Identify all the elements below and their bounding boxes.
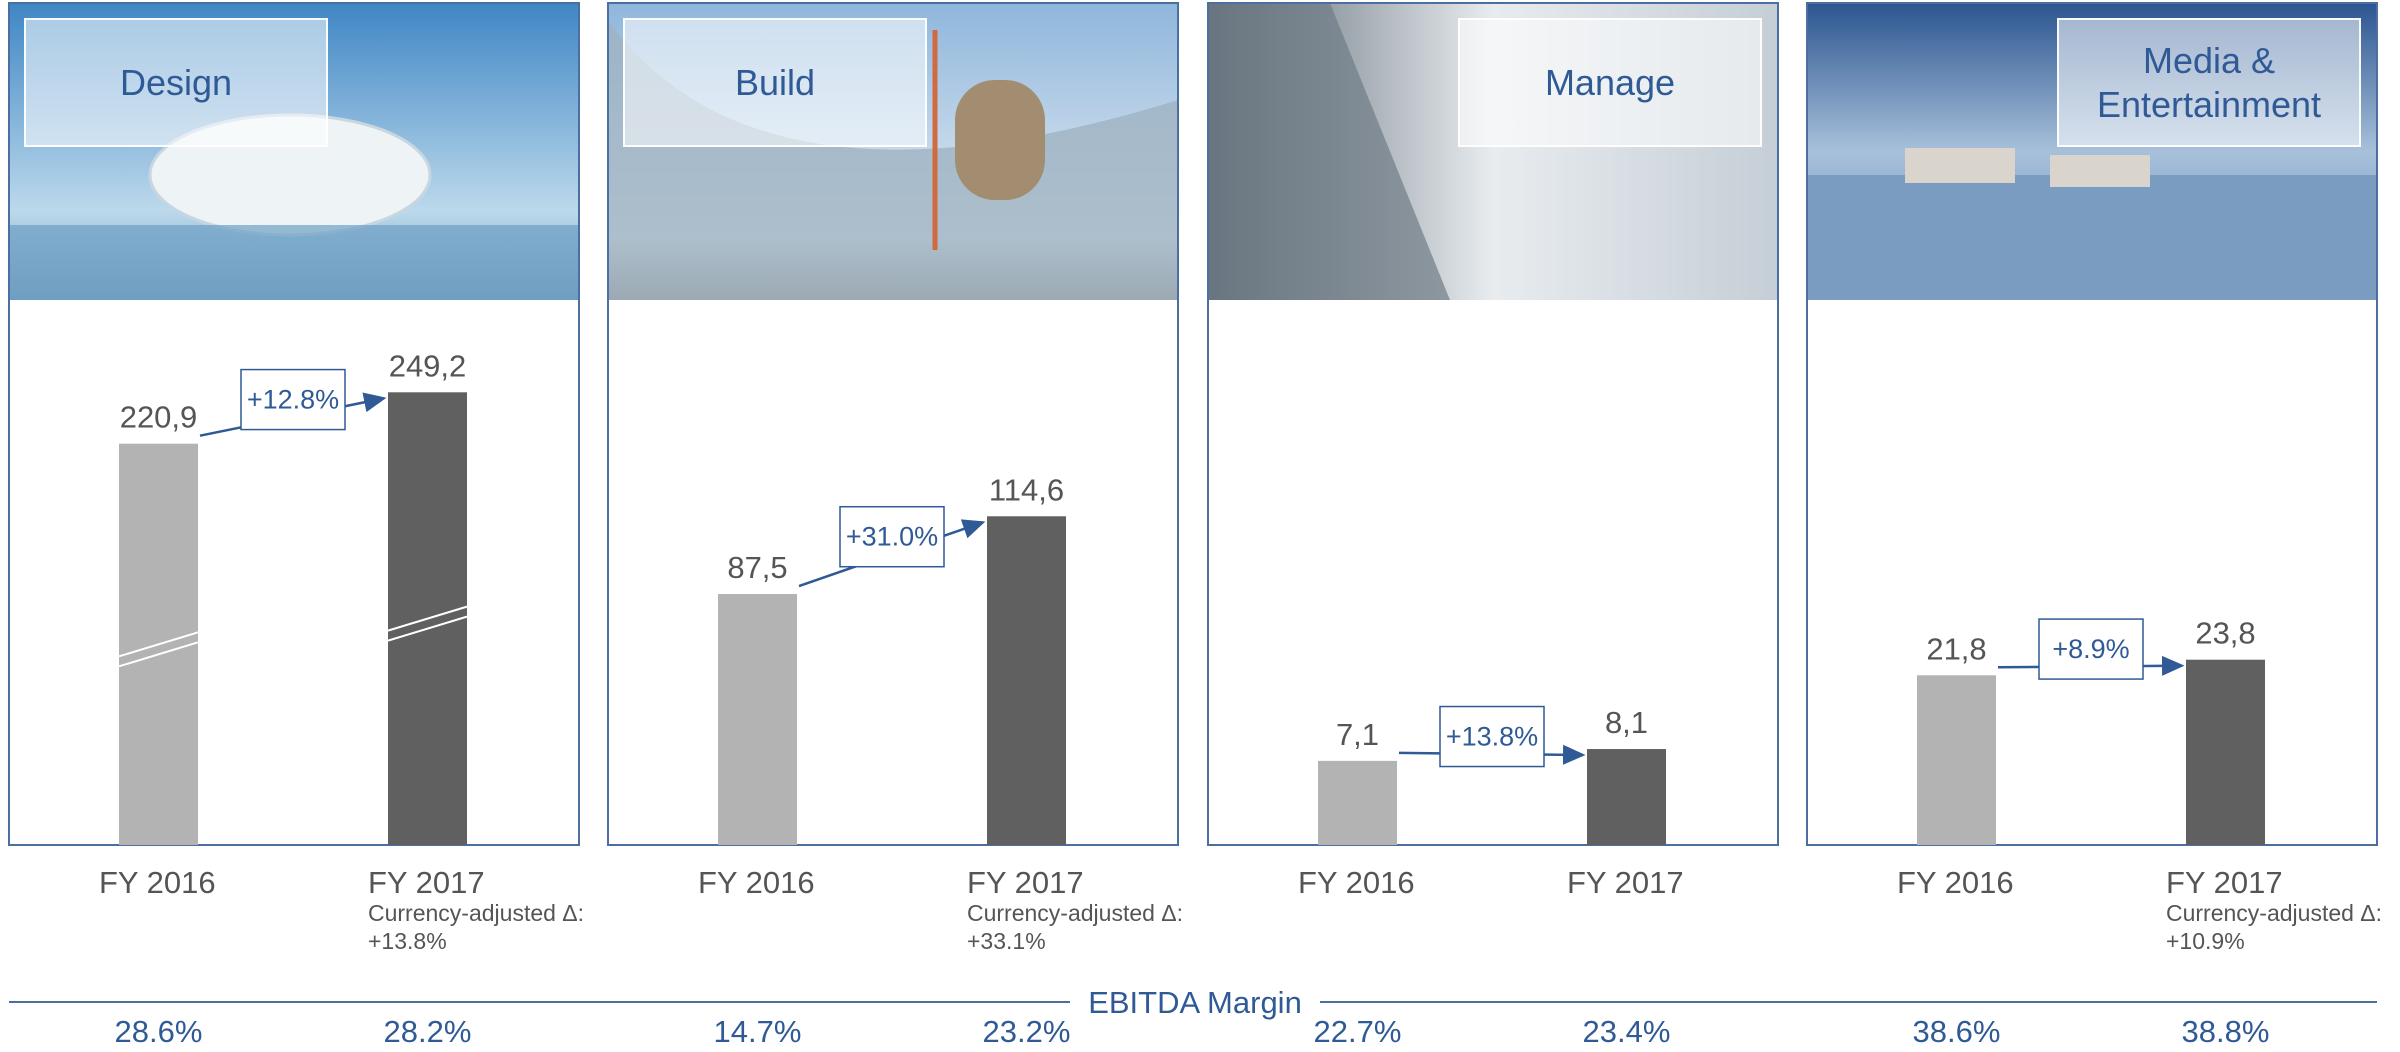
bar [1318, 761, 1397, 845]
value-label: 249,2 [389, 348, 467, 383]
ebitda-margin: 38.6% [1913, 1014, 2001, 1049]
ebitda-margin: 28.6% [115, 1014, 203, 1049]
value-label: 21,8 [1926, 631, 1986, 666]
ebitda-margin: 23.4% [1583, 1014, 1671, 1049]
photo-house [1905, 148, 2015, 183]
photo-water [1807, 175, 2377, 300]
bar [2186, 660, 2265, 845]
note: Currency-adjusted Δ: [368, 900, 584, 926]
margin-title: EBITDA Margin [1088, 985, 1302, 1020]
growth-label: +8.9% [2052, 634, 2129, 664]
category-label: FY 2017 [1567, 865, 1684, 900]
note: Currency-adjusted Δ: [967, 900, 1183, 926]
bar [1587, 749, 1666, 845]
category-label: FY 2017 [2166, 865, 2283, 900]
growth-label: +31.0% [846, 522, 938, 552]
bar [987, 516, 1066, 845]
photo-water [9, 225, 579, 300]
category-label: FY 2016 [99, 865, 216, 900]
panel-title: Media & Entertainment [2057, 18, 2361, 147]
photo-tower [955, 80, 1045, 200]
chart: 220,9 FY 2016 28.6% 249,2 FY 2017 28.2% Curren… [0, 0, 2400, 1052]
photos [9, 3, 2377, 300]
category-label: FY 2016 [1897, 865, 2014, 900]
note: +13.8% [368, 928, 447, 954]
category-label: FY 2016 [1298, 865, 1415, 900]
category-label: FY 2017 [368, 865, 485, 900]
category-label: FY 2017 [967, 865, 1084, 900]
panel-title: Design [24, 18, 328, 147]
note: +10.9% [2166, 928, 2245, 954]
ebitda-margin: 22.7% [1314, 1014, 1402, 1049]
value-label: 220,9 [120, 400, 198, 435]
value-label: 8,1 [1605, 705, 1648, 740]
growth-label: +12.8% [247, 385, 339, 415]
panel-title: Manage [1458, 18, 1762, 147]
value-label: 23,8 [2195, 616, 2255, 651]
category-label: FY 2016 [698, 865, 815, 900]
ebitda-margin: 28.2% [384, 1014, 472, 1049]
note: Currency-adjusted Δ: [2166, 900, 2382, 926]
value-label: 114,6 [989, 472, 1064, 507]
photo-house [2050, 155, 2150, 187]
bar [1917, 675, 1996, 845]
bar [718, 594, 797, 845]
page: 220,9 FY 2016 28.6% 249,2 FY 2017 28.2% Curren… [0, 0, 2400, 1052]
value-label: 87,5 [727, 550, 787, 585]
ebitda-margin: 23.2% [983, 1014, 1071, 1049]
ebitda-margin: 38.8% [2182, 1014, 2270, 1049]
value-label: 7,1 [1336, 717, 1379, 752]
ebitda-margin: 14.7% [714, 1014, 802, 1049]
note: +33.1% [967, 928, 1046, 954]
growth-label: +13.8% [1446, 722, 1538, 752]
panel-title: Build [623, 18, 927, 147]
